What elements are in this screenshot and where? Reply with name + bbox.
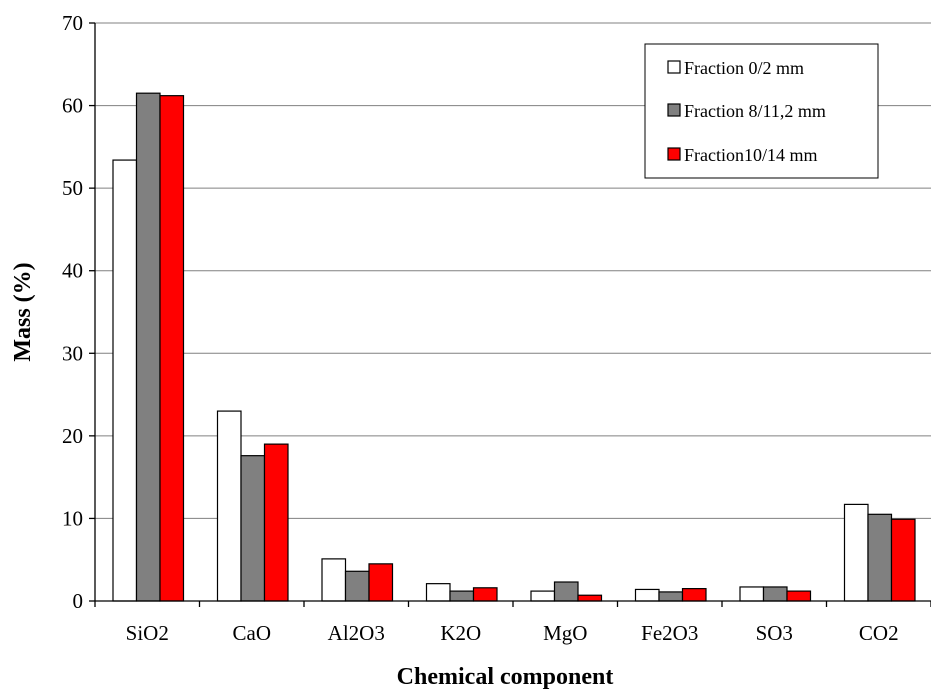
bar bbox=[634, 588, 660, 602]
bar bbox=[786, 590, 812, 602]
bar bbox=[425, 583, 451, 602]
x-tick-label: MgO bbox=[543, 621, 587, 645]
legend-swatch bbox=[667, 147, 681, 161]
x-tick-label: SiO2 bbox=[126, 621, 169, 645]
x-tick-label: K2O bbox=[440, 621, 481, 645]
y-tick-label: 50 bbox=[62, 176, 83, 200]
bar bbox=[867, 513, 893, 602]
bar bbox=[368, 563, 394, 602]
x-axis-title: Chemical component bbox=[397, 664, 614, 690]
x-ticks: SiO2 CaO Al2O3 K2O MgO Fe2O3 SO3 CO2 bbox=[94, 601, 931, 645]
bar bbox=[762, 586, 788, 602]
legend-label: Fraction10/14 mm bbox=[684, 145, 818, 165]
y-tick-label: 20 bbox=[62, 424, 83, 448]
bar bbox=[890, 518, 916, 602]
legend-label: Fraction 8/11,2 mm bbox=[684, 101, 826, 121]
bar bbox=[843, 503, 869, 602]
x-tick-label: Al2O3 bbox=[328, 621, 385, 645]
legend: Fraction 0/2 mm Fraction 8/11,2 mm Fractio… bbox=[644, 43, 879, 179]
bar bbox=[263, 443, 289, 602]
bars bbox=[112, 92, 916, 602]
y-ticks: 0 10 20 30 40 50 60 70 bbox=[62, 11, 95, 613]
x-tick-label: CO2 bbox=[859, 621, 899, 645]
bar bbox=[681, 588, 707, 602]
x-tick-label: CaO bbox=[233, 621, 272, 645]
legend-swatch bbox=[667, 60, 681, 74]
bar bbox=[577, 594, 603, 602]
bar bbox=[216, 410, 242, 602]
bar bbox=[112, 159, 138, 602]
y-tick-label: 40 bbox=[62, 259, 83, 283]
bar bbox=[472, 587, 498, 602]
y-tick-label: 0 bbox=[73, 589, 84, 613]
bar bbox=[344, 570, 370, 602]
bar bbox=[159, 95, 185, 602]
x-tick-label: Fe2O3 bbox=[641, 621, 698, 645]
bar bbox=[739, 586, 765, 602]
y-tick-label: 70 bbox=[62, 11, 83, 35]
legend-box bbox=[644, 43, 879, 179]
y-axis-title: Mass (%) bbox=[10, 262, 36, 361]
x-tick-label: SO3 bbox=[756, 621, 793, 645]
legend-label: Fraction 0/2 mm bbox=[684, 58, 804, 78]
bar bbox=[530, 590, 556, 602]
bar bbox=[321, 558, 347, 602]
bar bbox=[240, 455, 266, 602]
bar bbox=[658, 591, 684, 602]
bar bbox=[135, 92, 161, 602]
y-tick-label: 10 bbox=[62, 506, 83, 530]
legend-swatch bbox=[667, 103, 681, 117]
bar bbox=[449, 590, 475, 602]
bar bbox=[553, 581, 579, 602]
y-tick-label: 30 bbox=[62, 341, 83, 365]
y-tick-label: 60 bbox=[62, 94, 83, 118]
